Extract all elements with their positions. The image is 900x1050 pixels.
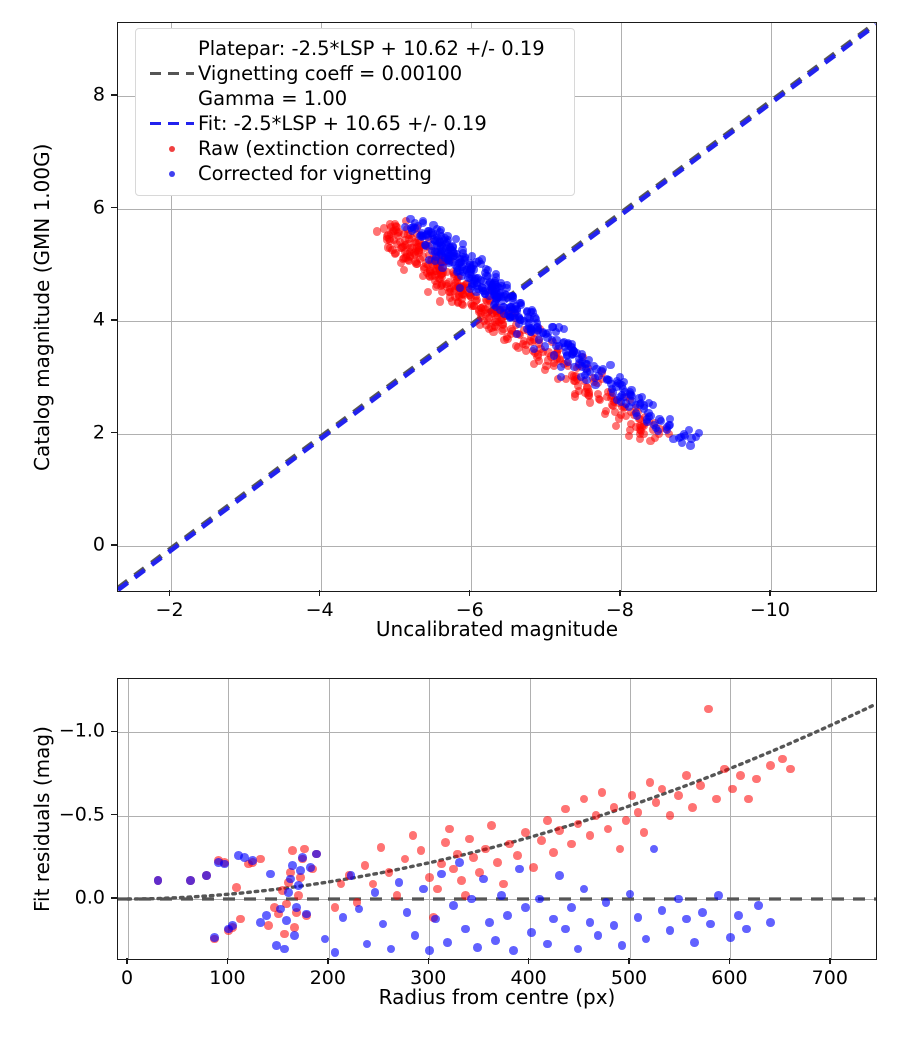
y-tick-mark [111, 897, 117, 899]
x-tick-mark [527, 958, 530, 964]
gridline-vertical [128, 679, 130, 959]
y-tick-mark [111, 813, 117, 816]
y-tick-mark [111, 94, 117, 96]
x-tick-mark [318, 590, 321, 596]
legend-label-platepar: Platepar: -2.5*LSP + 10.62 +/- 0.19 [198, 36, 545, 60]
legend-entry-vignetting-coeff: Vignetting coeff = 0.00100 [146, 61, 564, 86]
legend-label-vignetting-coeff: Vignetting coeff = 0.00100 [198, 61, 463, 85]
top-plot-x-axis-label: Uncalibrated magnitude [375, 617, 619, 641]
x-tick-label: 300 [410, 967, 447, 989]
legend-entry-platepar: Platepar: -2.5*LSP + 10.62 +/- 0.19 [146, 36, 564, 61]
legend-key-red-dot [146, 136, 198, 161]
y-tick-label: −0.5 [58, 803, 105, 826]
x-tick-mark [427, 958, 429, 964]
gridline-vertical [529, 679, 531, 959]
legend-key-dashed-gray-line [146, 61, 198, 86]
legend-label-corrected: Corrected for vignetting [198, 161, 432, 185]
top-plot-y-axis-label: Catalog magnitude (GMN 1.00G) [30, 143, 54, 471]
legend-key-blank [146, 36, 198, 61]
x-tick-label: 200 [309, 967, 346, 989]
red-dot-icon [169, 145, 175, 152]
y-tick-label: 4 [92, 308, 105, 331]
legend-box: Platepar: -2.5*LSP + 10.62 +/- 0.19 Vign… [135, 28, 575, 196]
y-tick-mark [111, 319, 117, 321]
y-tick-label: 0.0 [74, 886, 105, 909]
x-tick-label: 500 [610, 967, 648, 989]
gridline-horizontal [118, 815, 876, 817]
x-tick-mark [126, 958, 128, 964]
dashed-blue-line-icon [150, 122, 194, 125]
x-tick-label: 400 [510, 967, 547, 989]
x-tick-label: −6 [455, 599, 484, 621]
gridline-vertical [630, 679, 632, 959]
x-tick-mark [168, 590, 171, 596]
x-tick-label: −10 [749, 599, 790, 621]
x-tick-mark [728, 958, 731, 964]
y-tick-label: −1.0 [58, 719, 105, 742]
legend-key-blue-dot [146, 161, 198, 186]
vignetting-model-curve [126, 702, 876, 901]
x-tick-label: 100 [209, 967, 246, 989]
gridline-horizontal [118, 208, 876, 210]
fit-residuals-plot [117, 678, 877, 960]
x-tick-label: 0 [120, 967, 134, 989]
y-tick-mark [111, 730, 117, 733]
y-tick-mark [111, 431, 117, 434]
x-tick-mark [226, 958, 229, 964]
bottom-plot-y-axis-label: Fit residuals (mag) [30, 726, 54, 912]
x-tick-label: −4 [305, 599, 334, 621]
bottom-plot-x-axis-label: Radius from centre (px) [378, 985, 616, 1009]
line-overlay [118, 702, 876, 901]
legend-entry-gamma: Gamma = 1.00 [146, 86, 564, 111]
legend-key-blank-2 [146, 86, 198, 111]
x-tick-label: −8 [605, 599, 634, 621]
legend-label-fit: Fit: -2.5*LSP + 10.65 +/- 0.19 [198, 111, 487, 135]
gridline-vertical [328, 679, 330, 959]
gridline-horizontal [118, 732, 876, 734]
legend-label-raw: Raw (extinction corrected) [198, 136, 456, 160]
gridline-vertical [429, 679, 431, 959]
x-tick-mark [327, 958, 329, 964]
legend-entry-corrected: Corrected for vignetting [146, 161, 564, 186]
x-tick-label: 700 [811, 967, 848, 989]
y-tick-mark [111, 544, 117, 546]
x-tick-mark [769, 590, 771, 596]
legend-entry-fit: Fit: -2.5*LSP + 10.65 +/- 0.19 [146, 111, 564, 136]
x-tick-label: −2 [155, 599, 184, 621]
x-tick-mark [829, 958, 831, 964]
y-tick-label: 2 [92, 421, 105, 444]
gridline-vertical [228, 679, 230, 959]
gridline-vertical [170, 23, 172, 591]
x-tick-label: 600 [711, 967, 748, 989]
legend-entry-raw: Raw (extinction corrected) [146, 136, 564, 161]
x-tick-mark [619, 590, 621, 596]
y-tick-mark [111, 206, 117, 209]
dashed-gray-line-icon [150, 72, 194, 75]
y-tick-label: 8 [92, 83, 105, 106]
gridline-vertical [620, 23, 622, 591]
gridline-vertical [730, 679, 732, 959]
legend-label-gamma: Gamma = 1.00 [198, 86, 348, 110]
legend-key-dashed-blue-line [146, 111, 198, 136]
gridline-horizontal [118, 546, 876, 547]
gridline-vertical [770, 23, 772, 591]
x-tick-mark [469, 590, 471, 596]
gridline-horizontal [118, 433, 876, 435]
gridline-vertical [320, 23, 322, 591]
y-tick-label: 0 [92, 533, 105, 556]
y-tick-label: 6 [92, 196, 105, 219]
gridline-vertical [830, 679, 832, 959]
x-tick-mark [628, 958, 630, 964]
blue-dot-icon [169, 170, 175, 177]
